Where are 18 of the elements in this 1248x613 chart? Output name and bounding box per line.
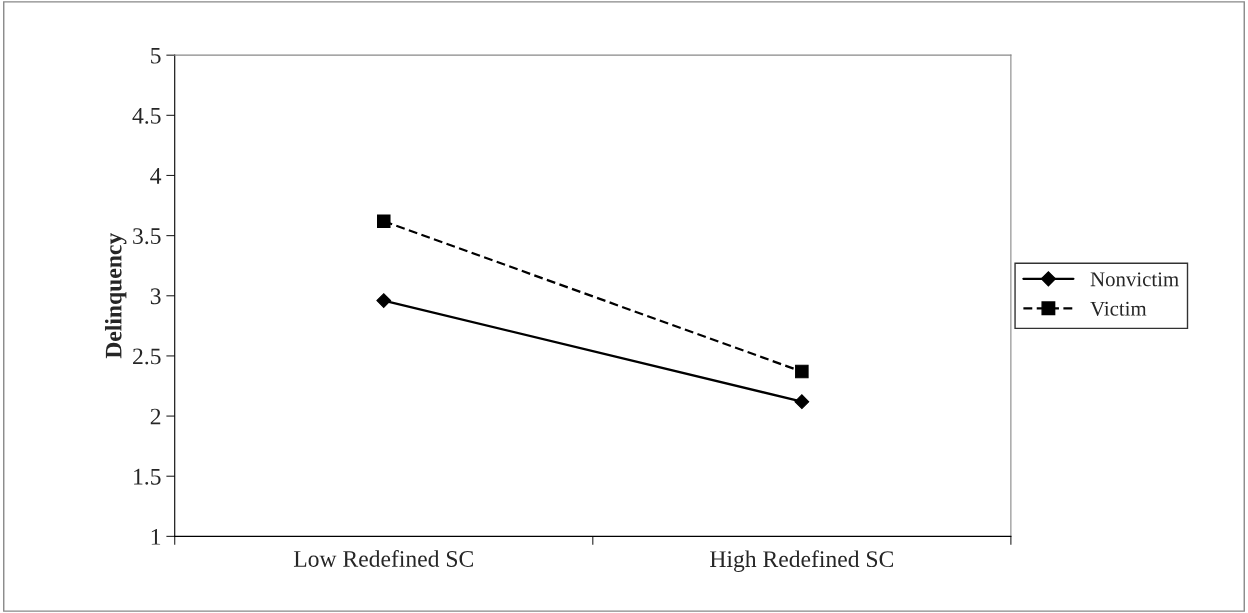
- legend-label: Nonvictim: [1090, 272, 1179, 287]
- y-tick-label: 5: [151, 47, 161, 64]
- x-tick-label: High Redefined SC: [710, 550, 893, 572]
- y-tick-label: 4.5: [132, 107, 161, 124]
- point: [376, 214, 391, 228]
- point: [376, 293, 392, 308]
- y-tick-label: 2.5: [133, 348, 161, 365]
- y-tick-label: 2: [150, 408, 161, 425]
- y-tick-label: 4: [150, 168, 162, 184]
- y-tick-label: 3: [150, 288, 161, 305]
- y-tick-label: 3.5: [133, 228, 161, 245]
- y-tick-label: 1.5: [134, 468, 161, 485]
- y-axis-title: Delinquency: [104, 233, 127, 359]
- point: [795, 364, 809, 379]
- y-tick-label: 1: [151, 528, 161, 545]
- point: [794, 394, 810, 410]
- x-tick-label: Low Redefined SC: [293, 550, 473, 567]
- legend-label: Victim: [1090, 301, 1147, 316]
